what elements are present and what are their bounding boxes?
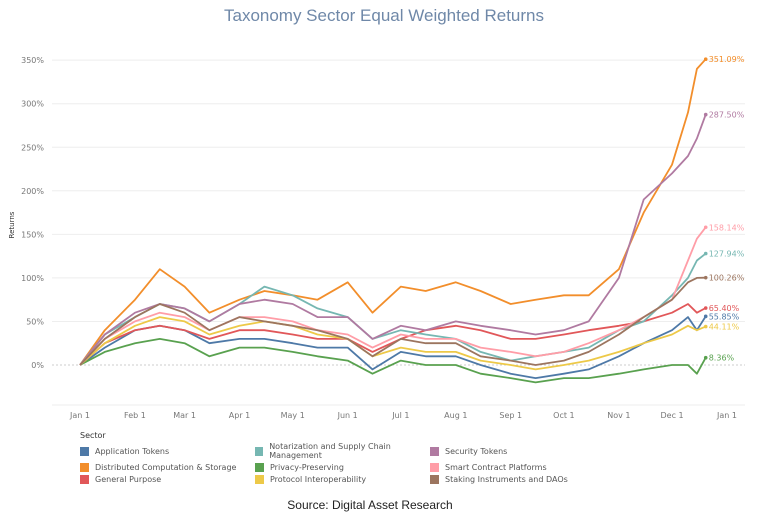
end-point [703,324,708,329]
legend: Sector Application Tokens Notarization an… [80,431,605,484]
y-tick-label: 350% [21,56,44,65]
legend-label: Protocol Interoperability [270,475,367,484]
series-line [79,316,707,371]
x-tick-label: Jun 1 [337,411,358,420]
end-value-label: 100.26% [709,274,745,283]
x-tick-label: Aug 1 [444,411,467,420]
end-point [703,57,708,62]
x-tick-label: Feb 1 [124,411,146,420]
legend-swatch [430,475,439,484]
x-tick-label: Oct 1 [553,411,574,420]
legend-title: Sector [80,431,106,440]
end-value-label: 55.85% [709,312,740,321]
series-line [79,315,707,380]
series-line [79,276,706,366]
legend-item[interactable]: Security Tokens [430,442,605,460]
legend-item[interactable]: Distributed Computation & Storage [80,463,255,472]
legend-swatch [255,446,264,456]
series-line [79,337,707,384]
end-point [703,112,708,117]
x-tick-label: May 1 [281,411,305,420]
end-value-label: 127.94% [709,250,745,259]
legend-swatch [80,475,89,484]
legend-item[interactable]: Protocol Interoperability [255,475,430,484]
legend-item[interactable]: Smart Contract Platforms [430,463,605,472]
legend-item[interactable]: Privacy-Preserving [255,463,430,472]
x-tick-label: Jan 1 [69,411,90,420]
x-tick-label: Nov 1 [607,411,630,420]
x-tick-label: Sep 1 [499,411,522,420]
y-tick-label: 250% [21,143,44,152]
end-point [703,355,708,360]
legend-swatch [430,446,439,456]
line-chart: 0% 50% 100% 150% 200% 250% 300% 350% Jan 1 Feb 1 M… [8,55,745,420]
series-line [79,114,707,366]
end-value-label: 158.14% [709,223,745,232]
source-note: Source: Digital Asset Research [287,498,453,512]
x-tick-label: Jul 1 [391,411,409,420]
legend-swatch [80,463,89,472]
legend-label: Distributed Computation & Storage [95,463,237,472]
end-value-label: 44.11% [709,323,740,332]
end-value-label: 65.40% [709,304,740,313]
x-tick-label: Dec 1 [660,411,683,420]
end-point [703,251,708,256]
legend-swatch [255,463,264,472]
end-value-label: 8.36% [709,354,735,363]
legend-swatch [430,463,439,472]
legend-label: Privacy-Preserving [270,463,344,472]
legend-swatch [80,446,89,456]
legend-swatch [255,475,264,484]
legend-item[interactable]: Notarization and Supply Chain Management [255,442,430,460]
y-axis-label: Returns [8,211,16,238]
y-tick-label: 0% [31,361,44,370]
legend-label: Application Tokens [95,446,170,456]
end-value-label: 287.50% [709,111,745,120]
series-line [79,58,707,366]
y-tick-label: 150% [21,230,44,239]
legend-item[interactable]: Staking Instruments and DAOs [430,475,605,484]
y-tick-label: 200% [21,187,44,196]
y-tick-label: 100% [21,274,44,283]
y-tick-label: 300% [21,100,44,109]
legend-label: General Purpose [95,475,162,484]
legend-label: Smart Contract Platforms [445,463,547,472]
end-point [703,306,708,310]
x-tick-label: Jan 1 [716,411,737,420]
end-value-label: 351.09% [709,55,745,64]
y-tick-label: 50% [26,317,44,326]
legend-label: Staking Instruments and DAOs [445,475,568,484]
end-point [703,225,708,230]
legend-item[interactable]: Application Tokens [80,442,255,460]
x-tick-label: Apr 1 [229,411,250,420]
end-point [703,275,708,280]
legend-item[interactable]: General Purpose [80,475,255,484]
chart-title: Taxonomy Sector Equal Weighted Returns [223,6,545,25]
x-tick-label: Mar 1 [173,411,196,420]
legend-label: Security Tokens [445,446,508,456]
legend-label: Notarization and Supply Chain Management [269,442,391,460]
end-point [703,314,708,319]
